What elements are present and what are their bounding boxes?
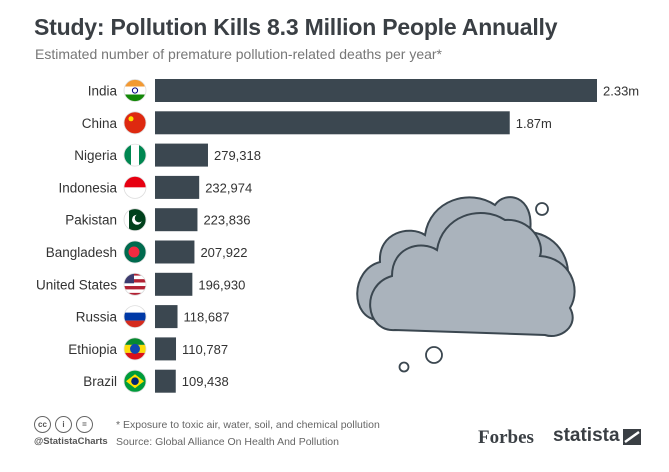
flag-indonesia-icon bbox=[123, 175, 147, 199]
category-label-pakistan: Pakistan bbox=[65, 213, 117, 228]
category-label-india: India bbox=[88, 84, 118, 99]
bar-indonesia bbox=[155, 175, 200, 199]
bar-nigeria bbox=[155, 143, 208, 167]
flag-nigeria-icon bbox=[123, 143, 147, 167]
bar-ethiopia bbox=[155, 337, 177, 361]
forbes-logo: Forbes bbox=[478, 427, 534, 448]
category-label-china: China bbox=[82, 116, 118, 131]
value-label-ethiopia: 110,787 bbox=[182, 342, 228, 357]
bar-united-states bbox=[155, 272, 193, 296]
bar-brazil bbox=[155, 369, 176, 393]
flag-united-states-icon bbox=[123, 272, 147, 296]
chart-subtitle: Estimated number of premature pollution-… bbox=[35, 46, 442, 62]
pollution-cloud-illustration bbox=[356, 196, 576, 373]
category-label-indonesia: Indonesia bbox=[58, 180, 117, 195]
value-label-pakistan: 223,836 bbox=[203, 213, 250, 228]
chart-title: Study: Pollution Kills 8.3 Million Peopl… bbox=[34, 14, 558, 40]
license-icons: cc i = bbox=[34, 416, 93, 433]
category-label-russia: Russia bbox=[76, 310, 118, 325]
flag-bangladesh-icon bbox=[123, 240, 147, 264]
value-label-china: 1.87m bbox=[516, 116, 552, 131]
value-label-india: 2.33m bbox=[603, 84, 639, 99]
statista-mark-icon bbox=[623, 429, 641, 445]
category-label-united-states: United States bbox=[36, 277, 117, 292]
category-label-ethiopia: Ethiopia bbox=[68, 342, 117, 357]
value-label-bangladesh: 207,922 bbox=[200, 245, 247, 260]
cc-icon: cc bbox=[34, 416, 51, 433]
category-label-nigeria: Nigeria bbox=[74, 148, 117, 163]
no-derivatives-icon: = bbox=[76, 416, 93, 433]
bar-india bbox=[155, 79, 597, 102]
flag-india-icon bbox=[123, 79, 147, 102]
flag-pakistan-icon bbox=[123, 208, 147, 232]
category-label-brazil: Brazil bbox=[83, 374, 117, 389]
statista-logo: statista bbox=[553, 425, 620, 446]
bar-china bbox=[155, 111, 510, 135]
footnote: * Exposure to toxic air, water, soil, an… bbox=[116, 419, 380, 431]
value-label-russia: 118,687 bbox=[184, 310, 230, 325]
value-label-indonesia: 232,974 bbox=[205, 180, 252, 195]
flag-ethiopia-icon bbox=[123, 337, 147, 361]
attribution-icon: i bbox=[55, 416, 72, 433]
bar-pakistan bbox=[155, 208, 198, 232]
bar-bangladesh bbox=[155, 240, 195, 264]
value-label-united-states: 196,930 bbox=[198, 277, 245, 292]
flag-russia-icon bbox=[123, 305, 147, 329]
flag-china-icon bbox=[123, 111, 147, 135]
value-label-brazil: 109,438 bbox=[182, 374, 229, 389]
bar-chart: India 2.33m China 1.87m Nigeria 279,318 Indone… bbox=[36, 79, 639, 393]
flag-brazil-icon bbox=[123, 369, 147, 393]
source-note: Source: Global Alliance On Health And Po… bbox=[116, 436, 339, 448]
bar-russia bbox=[155, 305, 178, 329]
value-label-nigeria: 279,318 bbox=[214, 148, 261, 163]
category-label-bangladesh: Bangladesh bbox=[46, 245, 117, 260]
statista-handle: @StatistaCharts bbox=[34, 436, 108, 447]
